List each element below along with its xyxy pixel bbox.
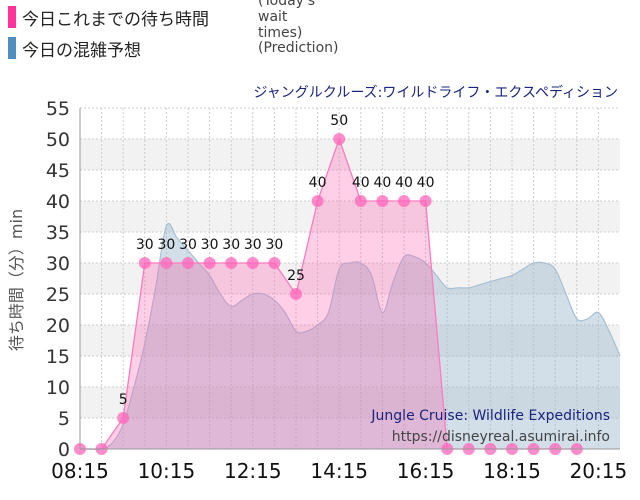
legend-label-prediction: 今日の混雑予想 [22, 40, 141, 61]
legend-item-today: 今日これまでの待ち時間 (Today's wait times) [0, 0, 315, 41]
actual-data-point [203, 257, 216, 269]
actual-data-label: 30 [222, 237, 240, 253]
legend-swatch-today [8, 6, 16, 28]
x-tick-label: 20:15 [570, 459, 628, 483]
x-tick-label: 18:15 [483, 459, 541, 483]
y-tick-label: 25 [46, 284, 70, 306]
actual-data-point [333, 133, 346, 145]
y-tick-label: 20 [46, 315, 70, 337]
legend-swatch-prediction [8, 37, 16, 59]
y-axis-label: 待ち時間（分）min [7, 209, 26, 351]
legend-sub-prediction: (Prediction) [258, 40, 339, 56]
actual-data-label: 30 [136, 237, 154, 253]
actual-data-label: 40 [395, 175, 413, 191]
actual-data-point [398, 195, 410, 207]
y-tick-label: 50 [46, 129, 70, 151]
y-tick-label: 15 [46, 346, 70, 368]
actual-data-point [376, 195, 389, 207]
actual-series-area [80, 139, 577, 449]
grid-band [80, 387, 620, 418]
actual-data-label: 30 [157, 237, 175, 253]
actual-data-point [246, 257, 259, 269]
grid-band [80, 294, 620, 325]
y-tick-label: 30 [46, 253, 70, 275]
actual-data-label: 40 [352, 175, 370, 191]
legend-item-prediction: 今日の混雑予想 (Prediction) [0, 35, 338, 61]
grid-band [80, 170, 620, 201]
y-tick-label: 5 [58, 408, 70, 430]
actual-data-label: 5 [119, 392, 128, 408]
actual-data-point [117, 412, 130, 424]
x-tick-label: 16:15 [397, 459, 455, 483]
actual-data-label: 50 [330, 113, 348, 129]
y-tick-label: 0 [58, 439, 70, 461]
legend-sub-today: (Today's wait times) [258, 0, 316, 41]
y-tick-label: 10 [46, 377, 70, 399]
legend-label-today: 今日これまでの待ち時間 [22, 9, 209, 30]
actual-data-label: 25 [287, 268, 305, 284]
x-tick-label: 14:15 [310, 459, 368, 483]
actual-data-point [138, 257, 151, 269]
grid-band [80, 139, 620, 170]
grid-band [80, 356, 620, 387]
y-tick-label: 45 [46, 160, 70, 182]
actual-data-point [311, 195, 324, 207]
y-tick-label: 35 [46, 222, 70, 244]
actual-data-label: 30 [201, 237, 219, 253]
actual-data-label: 40 [373, 175, 391, 191]
x-tick-label: 10:15 [138, 459, 196, 483]
chart-annotation-title: Jungle Cruise: Wildlife Expeditions [370, 408, 610, 424]
actual-data-label: 30 [179, 237, 197, 253]
chart-title: ジャングルクルーズ:ワイルドライフ・エクスペディション [253, 84, 618, 101]
actual-data-point [290, 288, 302, 300]
y-tick-label: 40 [46, 191, 70, 213]
y-tick-label: 55 [46, 98, 70, 120]
actual-data-point [268, 257, 281, 269]
prediction-series-line [80, 223, 621, 451]
grid-band [80, 232, 620, 263]
grid-band [80, 418, 620, 449]
grid-band [80, 108, 620, 139]
grid-band [80, 263, 620, 294]
actual-data-point [182, 257, 194, 269]
actual-data-point [419, 195, 432, 207]
actual-data-label: 30 [265, 237, 283, 253]
actual-data-point [354, 195, 367, 207]
actual-data-label: 30 [244, 237, 262, 253]
actual-data-label: 40 [417, 175, 435, 191]
prediction-series-area [80, 223, 620, 450]
x-tick-label: 12:15 [224, 459, 282, 483]
grid-band [80, 325, 620, 356]
actual-data-point [160, 257, 173, 269]
actual-data-point [225, 257, 238, 269]
grid-band [80, 201, 620, 232]
actual-data-label: 40 [309, 175, 327, 191]
x-tick-label: 08:15 [51, 459, 109, 483]
chart-annotation-url: https://disneyreal.asumirai.info [392, 429, 610, 445]
